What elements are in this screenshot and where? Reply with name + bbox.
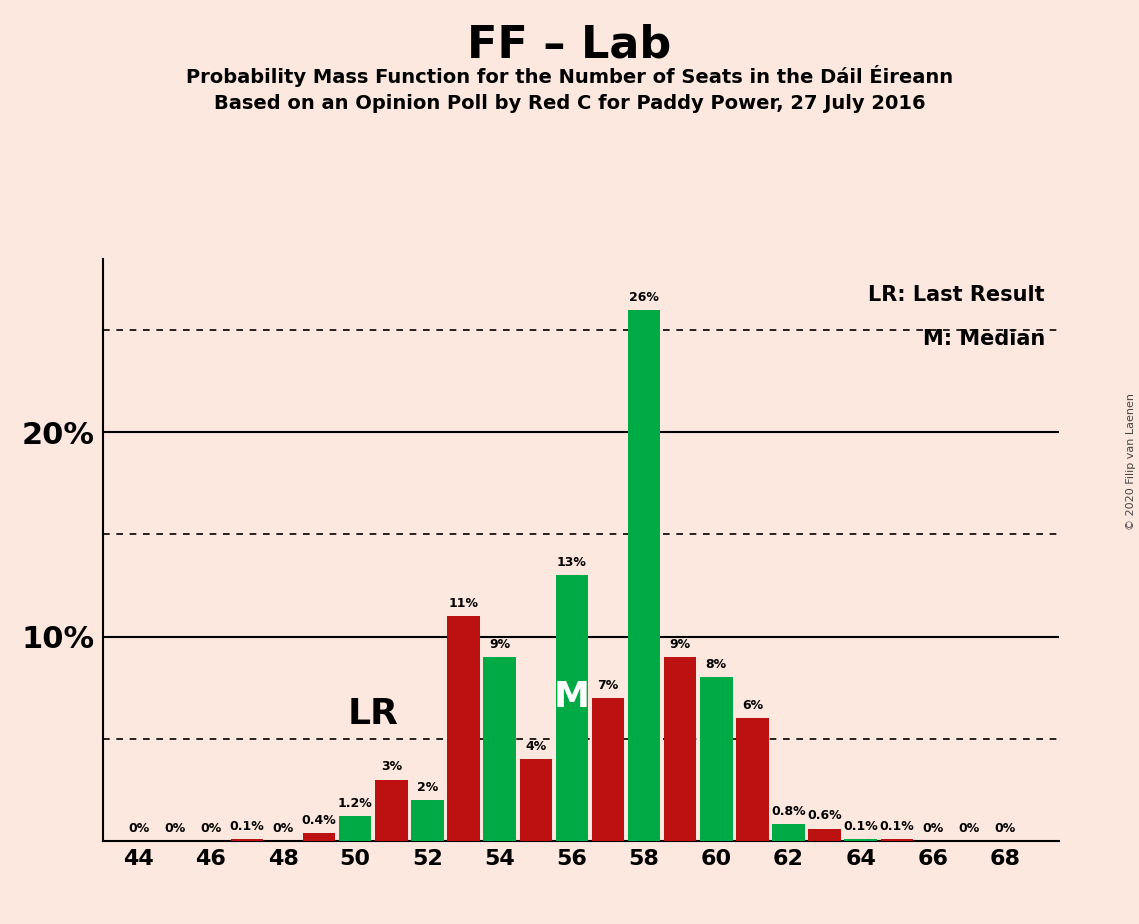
Bar xyxy=(483,657,516,841)
Text: 0.1%: 0.1% xyxy=(879,820,915,833)
Bar xyxy=(303,833,335,841)
Text: 6%: 6% xyxy=(741,699,763,712)
Text: Probability Mass Function for the Number of Seats in the Dáil Éireann: Probability Mass Function for the Number… xyxy=(186,65,953,87)
Text: 0%: 0% xyxy=(128,821,149,834)
Text: 4%: 4% xyxy=(525,740,547,753)
Text: 7%: 7% xyxy=(597,679,618,692)
Bar xyxy=(809,829,841,841)
Text: 2%: 2% xyxy=(417,781,439,794)
Text: LR: LR xyxy=(347,697,399,731)
Text: 1.2%: 1.2% xyxy=(338,797,372,810)
Bar xyxy=(519,760,552,841)
Bar xyxy=(880,839,913,841)
Text: 0%: 0% xyxy=(164,821,186,834)
Text: 9%: 9% xyxy=(670,638,690,650)
Bar xyxy=(448,616,480,841)
Text: M: Median: M: Median xyxy=(923,329,1044,348)
Bar xyxy=(231,839,263,841)
Text: LR: Last Result: LR: Last Result xyxy=(868,285,1044,305)
Text: 0%: 0% xyxy=(272,821,294,834)
Text: FF – Lab: FF – Lab xyxy=(467,23,672,67)
Text: 0%: 0% xyxy=(923,821,943,834)
Text: 9%: 9% xyxy=(489,638,510,650)
Text: 0.6%: 0.6% xyxy=(808,809,842,822)
Text: 0.4%: 0.4% xyxy=(302,813,336,827)
Text: 3%: 3% xyxy=(380,760,402,773)
Bar xyxy=(844,839,877,841)
Text: 8%: 8% xyxy=(706,658,727,672)
Bar xyxy=(375,780,408,841)
Bar xyxy=(556,576,588,841)
Bar xyxy=(411,800,444,841)
Text: 0%: 0% xyxy=(994,821,1016,834)
Bar xyxy=(664,657,696,841)
Text: 0.1%: 0.1% xyxy=(843,820,878,833)
Text: Based on an Opinion Poll by Red C for Paddy Power, 27 July 2016: Based on an Opinion Poll by Red C for Pa… xyxy=(214,94,925,114)
Bar xyxy=(339,816,371,841)
Text: M: M xyxy=(554,680,590,714)
Text: 26%: 26% xyxy=(629,291,659,304)
Bar xyxy=(736,718,769,841)
Text: 0.1%: 0.1% xyxy=(230,820,264,833)
Text: 0%: 0% xyxy=(200,821,221,834)
Text: 0.8%: 0.8% xyxy=(771,806,805,819)
Bar xyxy=(628,310,661,841)
Text: 11%: 11% xyxy=(449,597,478,610)
Text: 13%: 13% xyxy=(557,556,587,569)
Bar xyxy=(700,677,732,841)
Bar xyxy=(772,824,805,841)
Text: © 2020 Filip van Laenen: © 2020 Filip van Laenen xyxy=(1126,394,1136,530)
Text: 0%: 0% xyxy=(958,821,980,834)
Bar xyxy=(592,698,624,841)
